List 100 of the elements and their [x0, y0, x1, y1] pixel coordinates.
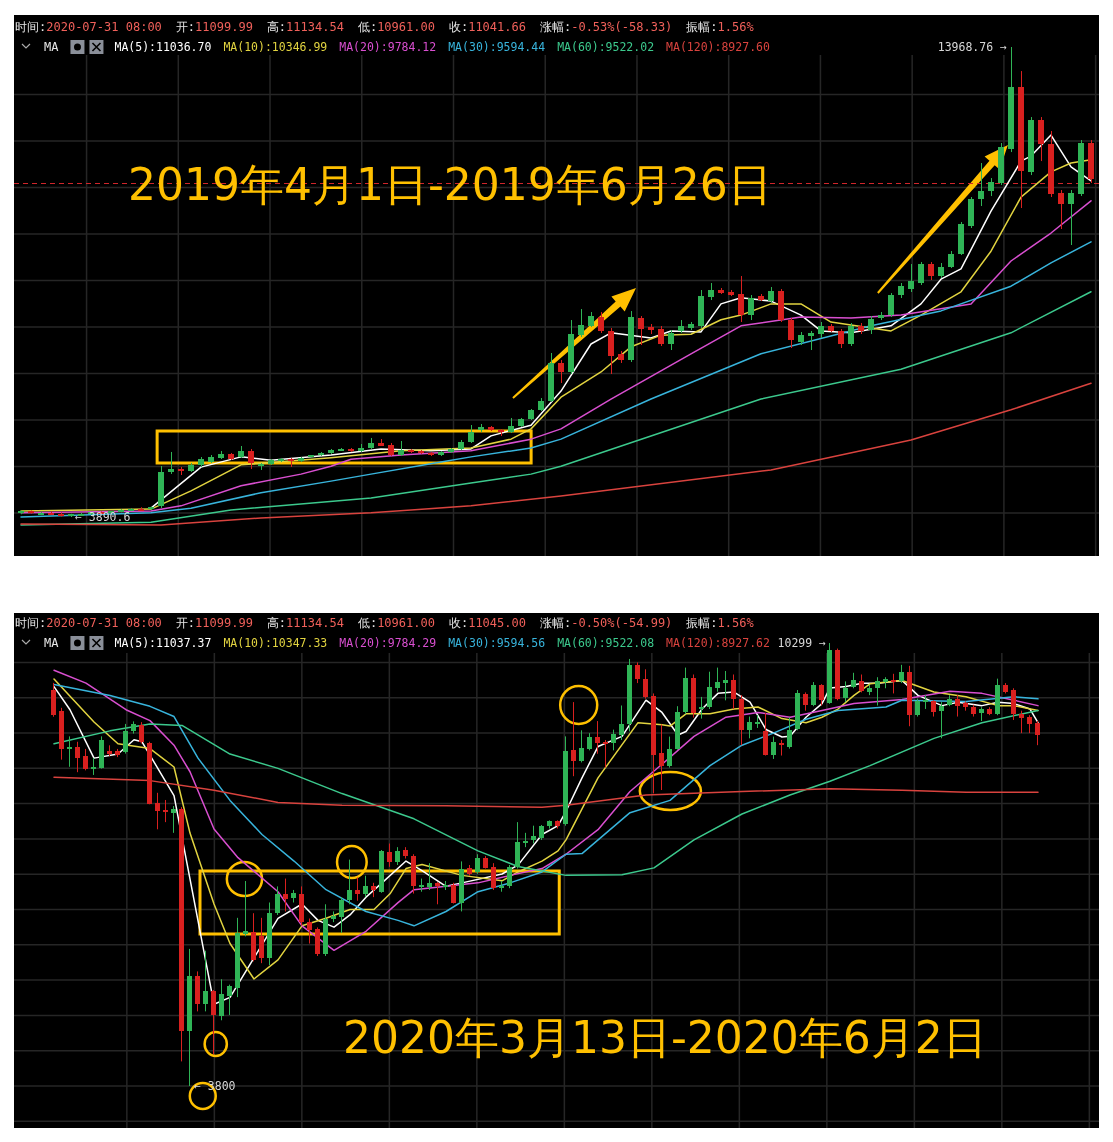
- candlestick: [168, 451, 174, 475]
- candlestick: [748, 294, 754, 321]
- text: 收:11045.00: [448, 616, 526, 630]
- candlestick: [203, 950, 208, 1012]
- candlestick: [899, 664, 904, 684]
- candlestick: [843, 680, 848, 703]
- candlestick: [788, 317, 794, 349]
- text: 低:10961.00: [357, 20, 435, 34]
- candlestick: [707, 671, 712, 710]
- candlestick: [339, 896, 344, 934]
- text: 2020年3月13日-2020年6月2日: [343, 1012, 987, 1063]
- candlestick: [918, 261, 924, 286]
- candlestick: [763, 712, 768, 757]
- text: MA(20):9784.12: [339, 40, 437, 54]
- text: 高:11134.54: [266, 616, 344, 630]
- candlestick: [75, 741, 80, 773]
- candlestick: [275, 885, 280, 916]
- candlestick: [578, 308, 584, 338]
- text: 涨幅:-0.50%(-54.99): [539, 616, 673, 630]
- candlestick: [579, 729, 584, 763]
- text: MA(60):9522.08: [557, 636, 655, 650]
- candlestick: [819, 683, 824, 707]
- candlestick: [475, 853, 480, 875]
- candlestick: [1058, 189, 1064, 230]
- text: MA(5):11037.37: [114, 636, 212, 650]
- candlestick: [1068, 189, 1074, 246]
- text: 开:11099.99: [175, 616, 253, 630]
- text: MA(20):9784.29: [339, 636, 437, 650]
- text: MA(5):11036.70: [114, 40, 212, 54]
- candlestick: [347, 859, 352, 905]
- candlestick: [955, 694, 960, 718]
- text: MA(120):8927.60: [666, 40, 770, 54]
- candlestick: [307, 918, 312, 945]
- candlestick: [363, 875, 368, 898]
- candlestick: [811, 681, 816, 707]
- candlestick: [731, 673, 736, 710]
- candlestick: [1035, 720, 1040, 746]
- candlestick: [507, 864, 512, 889]
- candlestick: [891, 673, 896, 694]
- candlestick: [123, 723, 128, 755]
- candlestick: [67, 735, 72, 768]
- text: 时间:2020-07-31 08:00: [15, 20, 162, 34]
- candlestick: [355, 876, 360, 902]
- candlestick: [139, 721, 144, 745]
- text: 高:11134.54: [266, 20, 344, 34]
- candlestick: [491, 862, 496, 891]
- candlestick: [787, 717, 792, 750]
- candlestick: [838, 328, 844, 349]
- candlestick: [699, 696, 704, 720]
- candlestick: [978, 162, 984, 207]
- text: 时间:2020-07-31 08:00: [15, 616, 162, 630]
- candlestick: [738, 275, 744, 323]
- candlestick: [988, 177, 994, 197]
- text: MA(120):8927.62: [666, 636, 770, 650]
- candlestick: [848, 322, 854, 347]
- candlestick: [643, 668, 648, 700]
- candlestick: [928, 261, 934, 281]
- legend-title: MA: [44, 636, 60, 650]
- text: MA(30):9594.56: [448, 636, 546, 650]
- candlestick: [659, 723, 664, 791]
- text: 涨幅:-0.53%(-58.33): [539, 20, 673, 34]
- candlestick: [558, 359, 564, 384]
- candlestick: [259, 917, 264, 964]
- candlestick: [667, 736, 672, 769]
- candlestick: [595, 720, 600, 755]
- candlestick: [888, 292, 894, 318]
- candlestick: [635, 661, 640, 684]
- candlestick: [283, 878, 288, 912]
- annotation: 10299 →: [777, 636, 827, 650]
- candlestick: [219, 978, 224, 1021]
- candlestick: [808, 330, 814, 351]
- candlestick: [611, 729, 616, 751]
- text: MA(60):9522.02: [557, 40, 655, 54]
- candlestick: [668, 329, 674, 351]
- candlestick: [1019, 710, 1024, 734]
- legend-title: MA: [44, 40, 60, 54]
- text: 振幅:1.56%: [686, 616, 755, 630]
- candlestick: [427, 862, 432, 891]
- candlestick: [451, 882, 456, 905]
- text: 开:11099.99: [175, 20, 253, 34]
- text: 振幅:1.56%: [686, 20, 755, 34]
- candlestick: [387, 843, 392, 868]
- candlestick: [638, 315, 644, 346]
- text: MA(30):9594.44: [448, 40, 546, 54]
- candlestick: [868, 315, 874, 335]
- text: 收:11041.66: [448, 20, 526, 34]
- text: MA(10):10347.33: [223, 636, 328, 650]
- candlestick: [571, 701, 576, 777]
- text: 低:10961.00: [357, 616, 435, 630]
- candlestick: [771, 736, 776, 760]
- candlestick: [243, 880, 248, 937]
- candlestick: [715, 667, 720, 693]
- candlestick: [908, 263, 914, 293]
- candlestick: [803, 691, 808, 712]
- candlestick: [875, 676, 880, 707]
- text: MA(10):10346.99: [223, 40, 328, 54]
- candlestick: [227, 984, 232, 1016]
- candlestick: [658, 325, 664, 347]
- candlestick: [83, 748, 88, 771]
- candlestick: [619, 705, 624, 741]
